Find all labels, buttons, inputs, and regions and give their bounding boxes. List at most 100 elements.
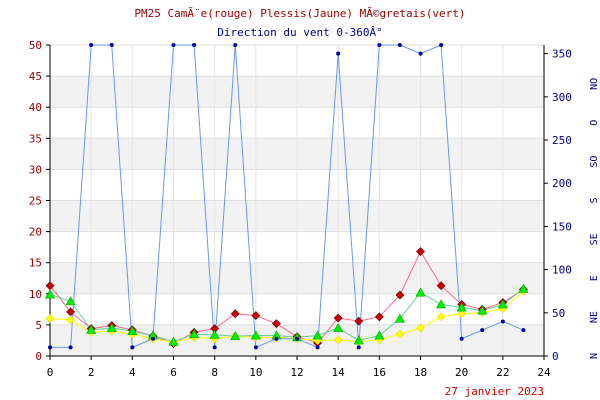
data-point-3 [130, 345, 135, 350]
data-point-3 [212, 345, 217, 350]
data-point-2 [415, 287, 426, 297]
data-point-3 [233, 43, 238, 47]
data-point-2 [394, 313, 405, 323]
chart-title: PM25 CamÃ¨e(rouge) Plessis(Jaune) MÃ©gre… [134, 7, 465, 20]
x-tick-label: 22 [496, 366, 509, 379]
data-point-1 [395, 329, 405, 339]
data-point-2 [456, 302, 467, 312]
data-point-1 [45, 314, 55, 324]
left-tick-label: 0 [35, 350, 42, 363]
right-tick-label: 0 [552, 350, 559, 363]
right-tick-label: 300 [552, 91, 572, 104]
data-point-2 [127, 326, 138, 336]
data-point-2 [230, 330, 241, 340]
data-point-2 [189, 329, 200, 339]
wind-direction-label: NE [589, 311, 600, 323]
data-point-3 [253, 345, 258, 350]
wind-direction-labels: N NE E SE S SO O NO [589, 78, 600, 359]
data-point-1 [436, 312, 446, 322]
data-point-2 [518, 283, 529, 293]
data-point-3 [377, 43, 382, 47]
data-point-2 [374, 330, 385, 340]
x-tick-label: 20 [455, 366, 468, 379]
data-point-3 [150, 336, 155, 341]
date-label: 27 janvier 2023 [445, 385, 544, 398]
left-tick-label: 45 [29, 70, 42, 83]
data-point-1 [457, 309, 467, 319]
wind-direction-label: N [589, 353, 600, 359]
x-tick-label: 10 [249, 366, 262, 379]
data-point-3 [418, 51, 423, 56]
data-point-0 [354, 316, 364, 326]
data-point-0 [395, 290, 405, 300]
wind-direction-label: SO [589, 156, 600, 168]
data-point-1 [416, 323, 425, 333]
data-point-0 [416, 247, 425, 256]
left-tick-label: 20 [29, 226, 42, 239]
data-point-3 [397, 43, 402, 47]
wind-direction-label: E [589, 275, 600, 281]
right-tick-label: 200 [552, 177, 572, 190]
data-point-3 [192, 43, 197, 47]
data-point-1 [333, 335, 343, 345]
x-tick-label: 12 [290, 366, 303, 379]
x-tick-label: 8 [211, 366, 218, 379]
data-point-3 [480, 328, 485, 333]
data-point-2 [86, 324, 97, 334]
data-point-3 [295, 336, 299, 341]
x-tick-label: 0 [47, 366, 54, 379]
data-point-2 [312, 330, 323, 340]
data-point-3 [439, 43, 444, 47]
wind-direction-label: O [589, 120, 600, 126]
data-point-1 [66, 315, 76, 325]
wind-direction-label: NO [589, 78, 600, 90]
left-tick-label: 30 [29, 163, 42, 176]
data-point-3 [68, 345, 73, 350]
wind-direction-label: S [589, 197, 600, 203]
data-point-2 [106, 322, 117, 332]
x-tick-label: 6 [170, 366, 177, 379]
data-point-2 [65, 296, 76, 306]
wind-direction-label: SE [589, 233, 600, 245]
x-tick-label: 14 [332, 366, 346, 379]
data-point-2 [168, 336, 179, 346]
data-point-2 [436, 299, 447, 309]
data-point-2 [477, 305, 488, 315]
x-tick-label: 2 [88, 366, 95, 379]
left-tick-label: 25 [29, 195, 42, 208]
right-tick-label: 50 [552, 307, 565, 320]
x-tick-label: 18 [414, 366, 427, 379]
chart-subtitle: Direction du vent 0-360Â° [217, 26, 383, 39]
data-point-0 [271, 319, 281, 329]
data-point-2 [209, 329, 220, 339]
data-point-0 [251, 311, 261, 320]
left-tick-label: 35 [29, 132, 42, 145]
data-point-3 [356, 345, 361, 350]
data-point-0 [436, 281, 446, 291]
right-tick-label: 350 [552, 48, 572, 61]
data-point-2 [44, 289, 56, 299]
left-tick-label: 50 [29, 39, 42, 52]
data-point-3 [336, 51, 341, 56]
series-line-3 [50, 44, 524, 349]
data-point-0 [230, 309, 240, 319]
data-point-3 [171, 43, 176, 47]
data-point-3 [274, 336, 279, 341]
left-tick-label: 15 [29, 257, 42, 270]
right-tick-label: 250 [552, 134, 572, 147]
data-point-3 [500, 319, 505, 324]
series-markers [44, 43, 529, 350]
x-tick-label: 4 [129, 366, 136, 379]
data-point-0 [374, 312, 384, 322]
data-point-2 [497, 299, 508, 309]
left-axis-ticks: 0 5 10 15 20 25 30 35 40 45 50 [29, 39, 50, 363]
left-tick-label: 10 [29, 288, 42, 301]
x-axis-ticks: 0 2 4 6 8 10 12 14 16 18 20 22 24 [47, 356, 551, 379]
data-point-2 [250, 330, 261, 340]
right-axis-ticks: 0 50 100 150 200 250 300 350 [544, 48, 572, 363]
data-point-2 [333, 322, 344, 332]
left-tick-label: 40 [29, 101, 42, 114]
right-tick-label: 150 [552, 220, 572, 233]
x-tick-label: 16 [373, 366, 386, 379]
